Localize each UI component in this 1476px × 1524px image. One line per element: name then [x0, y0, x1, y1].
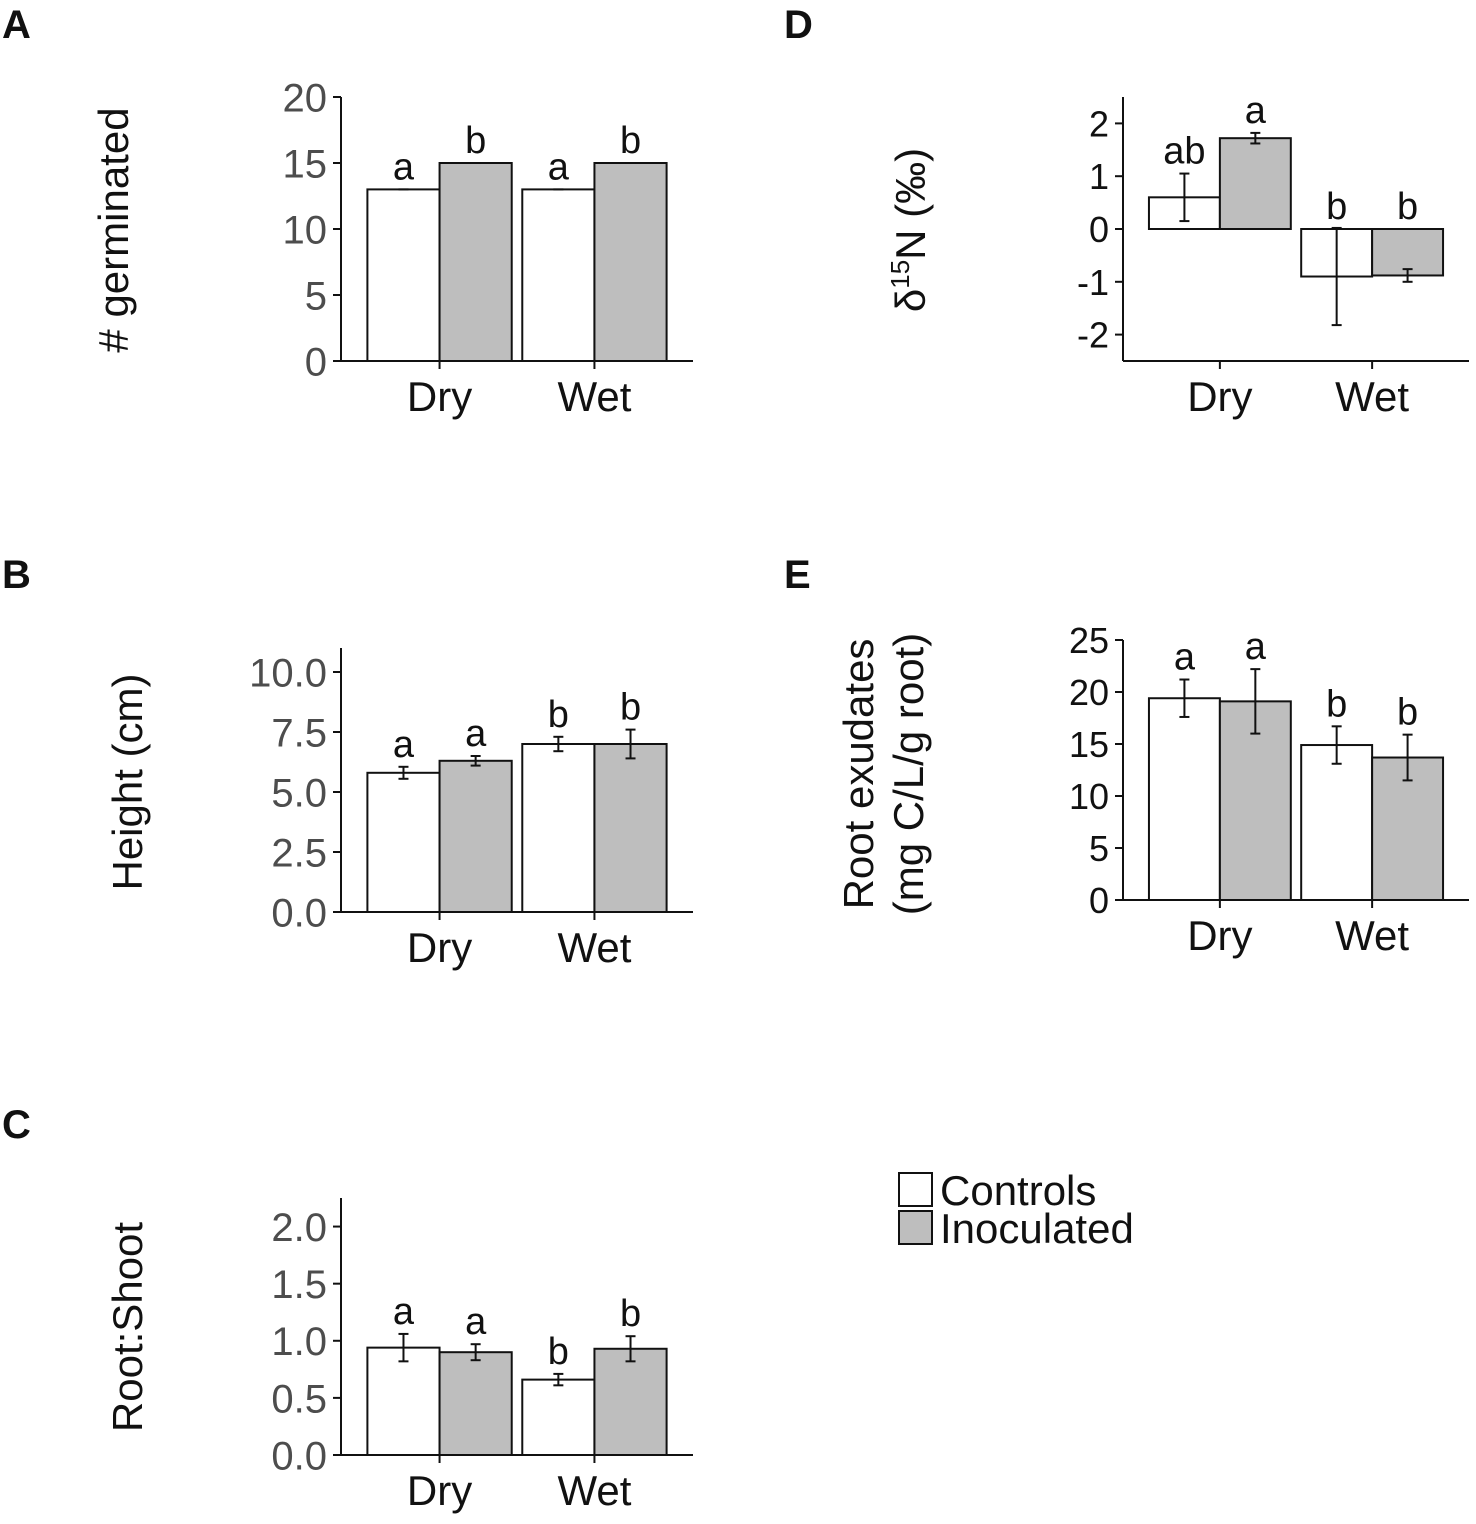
- y-tick-label: 5.0: [271, 771, 327, 815]
- y-axis-label-delta: δ: [887, 289, 934, 312]
- y-tick-label: 10: [1069, 776, 1109, 817]
- significance-letter: a: [465, 1301, 487, 1343]
- x-tick-label-wet: Wet: [557, 924, 631, 971]
- significance-letter: ab: [1163, 131, 1205, 173]
- panel-b: B 0.0 2.5 5.0 7.5 10.0 a a Dry b b Wet Height (cm): [2, 553, 693, 971]
- panel-d: D -2 -1 0 1 2 aba Dry b b Wet δ15N (‰): [784, 3, 1469, 420]
- significance-letter: b: [620, 1293, 641, 1335]
- panel-e: E 0 5 10 15 20 25 a a Dry b b Wet Root exudates (mg C/…: [784, 553, 1469, 959]
- y-tick-label: 2: [1089, 103, 1109, 144]
- bar-controls-wet: [521, 1378, 596, 1456]
- panel-letter-a: A: [2, 3, 31, 47]
- panel-letter-d: D: [784, 3, 813, 47]
- x-tick-label-dry: Dry: [1187, 373, 1252, 420]
- bar-inoculated-wet: [1371, 228, 1445, 277]
- legend-label-inoculated: Inoculated: [940, 1205, 1134, 1252]
- bar-controls-wet: [521, 188, 596, 362]
- y-axis-label-line: (mg C/L/g root): [885, 633, 932, 915]
- significance-letter: a: [1174, 637, 1196, 679]
- y-tick-label: 0.0: [271, 1434, 327, 1478]
- x-tick-label-wet: Wet: [1335, 373, 1409, 420]
- significance-letter: b: [1326, 683, 1347, 725]
- significance-letter: b: [1397, 186, 1418, 228]
- significance-letter: b: [1326, 186, 1347, 228]
- y-tick-label: 1: [1089, 156, 1109, 197]
- x-tick-label-wet: Wet: [557, 373, 631, 420]
- y-tick-label: 0.0: [271, 891, 327, 935]
- y-tick-label: 7.5: [271, 711, 327, 755]
- bar-inoculated-wet: [593, 162, 668, 362]
- panel-letter-c: C: [2, 1103, 31, 1147]
- y-axis-label: δ15N (‰): [885, 148, 934, 312]
- significance-letter: a: [393, 146, 415, 188]
- bar-controls-dry: [366, 771, 441, 913]
- bar-inoculated-dry: [438, 1351, 513, 1456]
- significance-letter: a: [393, 724, 415, 766]
- y-tick-label: 0: [1089, 880, 1109, 921]
- y-tick-label: 10.0: [249, 651, 327, 695]
- y-tick-label: 0.5: [271, 1377, 327, 1421]
- bar-controls-dry: [1147, 697, 1221, 901]
- y-tick-label: 5: [1089, 828, 1109, 869]
- panel-letter-e: E: [784, 553, 811, 597]
- legend-label-controls: Controls: [940, 1167, 1096, 1214]
- x-tick-label-dry: Dry: [407, 1467, 472, 1514]
- bar-inoculated-wet: [593, 1347, 668, 1456]
- y-tick-label: -1: [1077, 262, 1109, 303]
- y-tick-label: 25: [1069, 620, 1109, 661]
- y-tick-label: 5: [305, 274, 327, 318]
- x-tick-label-dry: Dry: [1187, 912, 1252, 959]
- significance-letter: b: [465, 120, 486, 162]
- bar-inoculated-dry: [438, 162, 513, 362]
- y-axis-label: # germinated: [90, 107, 137, 352]
- panel-c: C 0.0 0.5 1.0 1.5 2.0 a a Dry b b Wet Root:Shoot: [2, 1103, 693, 1514]
- panel-a: A 0 5 10 15 20 a b Dry a b Wet # germinated: [2, 3, 693, 420]
- y-axis-label: Height (cm): [104, 673, 151, 890]
- y-tick-label: 1.0: [271, 1320, 327, 1364]
- y-tick-label: 1.5: [271, 1263, 327, 1307]
- bar-inoculated-wet: [593, 743, 668, 913]
- y-axis-label: Root:Shoot: [104, 1222, 151, 1432]
- y-tick-label: 2.0: [271, 1206, 327, 1250]
- bar-controls-dry: [366, 1346, 441, 1456]
- significance-letter: a: [548, 146, 570, 188]
- y-axis-label-superscript: 15: [885, 260, 915, 289]
- legend-swatch-inoculated: [898, 1210, 933, 1245]
- y-axis-label-line: Root exudates: [835, 639, 882, 910]
- y-tick-label: 20: [283, 76, 328, 120]
- bar-controls-wet: [1300, 744, 1374, 901]
- bar-inoculated-dry: [1218, 137, 1292, 231]
- y-tick-label: 20: [1069, 672, 1109, 713]
- bar-controls-dry: [366, 188, 441, 362]
- significance-letter: b: [620, 120, 641, 162]
- y-axis-label-rest: N (‰): [887, 148, 934, 260]
- x-tick-label-dry: Dry: [407, 373, 472, 420]
- bar-controls-wet: [521, 743, 596, 913]
- significance-letter: a: [1245, 626, 1267, 668]
- y-tick-label: -2: [1077, 315, 1109, 356]
- x-tick-label-wet: Wet: [557, 1467, 631, 1514]
- y-tick-label: 0: [305, 340, 327, 384]
- significance-letter: a: [1245, 90, 1267, 132]
- y-tick-label: 15: [283, 142, 328, 186]
- significance-letter: b: [1397, 692, 1418, 734]
- significance-letter: b: [620, 687, 641, 729]
- y-tick-label: 2.5: [271, 831, 327, 875]
- significance-letter: b: [548, 1331, 569, 1373]
- x-tick-label-dry: Dry: [407, 924, 472, 971]
- significance-letter: a: [393, 1291, 415, 1333]
- y-tick-label: 10: [283, 208, 328, 252]
- significance-letter: b: [548, 694, 569, 736]
- y-tick-label: 15: [1069, 724, 1109, 765]
- x-tick-label-wet: Wet: [1335, 912, 1409, 959]
- bar-inoculated-dry: [438, 759, 513, 913]
- significance-letter: a: [465, 713, 487, 755]
- y-tick-label: 0: [1089, 209, 1109, 250]
- panel-letter-b: B: [2, 553, 31, 597]
- legend-swatch-controls: [898, 1172, 933, 1207]
